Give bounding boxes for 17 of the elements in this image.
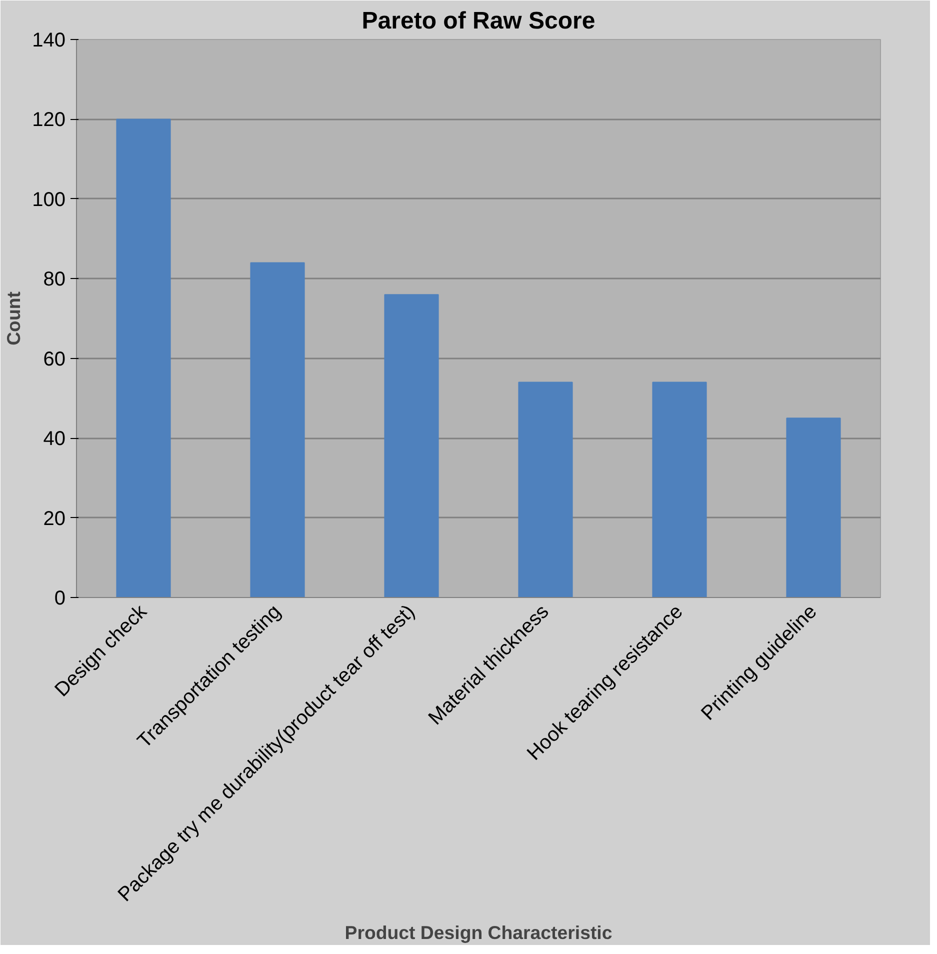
x-axis-title: Product Design Characteristic [344,922,612,943]
y-tick-label: 100 [32,188,66,211]
bar [652,382,707,598]
y-tick-label: 80 [43,268,66,291]
bar [518,382,573,598]
y-tick-label: 140 [32,30,66,52]
y-tick-label: 0 [54,588,66,610]
y-tick-label: 60 [43,348,66,370]
y-tick-label: 40 [43,428,66,450]
chart-title: Pareto of Raw Score [362,8,596,34]
bar [786,418,841,598]
y-tick-label: 120 [32,109,66,132]
y-axis-title: Count [3,292,24,346]
bar [384,294,439,598]
bar [250,262,305,598]
bar [116,118,171,598]
y-tick-label: 20 [43,508,66,530]
